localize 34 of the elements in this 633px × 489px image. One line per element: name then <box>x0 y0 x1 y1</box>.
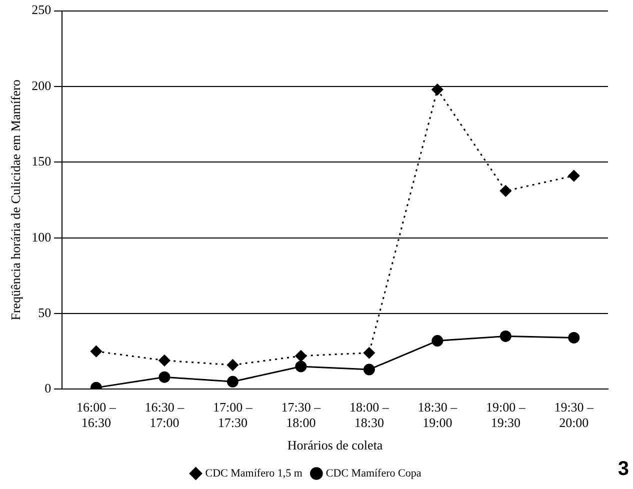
legend-label: CDC Mamífero Copa <box>326 467 422 480</box>
point <box>432 84 444 96</box>
point <box>226 359 238 371</box>
point <box>158 354 170 366</box>
y-tick-label: 150 <box>32 154 52 169</box>
y-tick-label: 250 <box>32 2 52 18</box>
x-axis-title: Horários de coleta <box>287 438 383 453</box>
x-tick-label: 19:00 – 19:30 <box>486 399 526 430</box>
x-tick-label: 17:00 – 17:30 <box>213 399 253 430</box>
point <box>500 330 512 342</box>
point <box>432 335 444 347</box>
legend-label: CDC Mamífero 1,5 m <box>205 467 303 480</box>
y-tick-label: 0 <box>44 380 52 396</box>
point <box>158 371 170 383</box>
x-tick-label: 16:30 – 17:00 <box>144 399 185 430</box>
point <box>226 376 238 388</box>
y-tick-label: 200 <box>32 78 52 93</box>
text: 3 <box>618 458 629 481</box>
point <box>568 332 580 344</box>
point <box>363 347 375 359</box>
x-tick-label: 16:00 – 16:30 <box>76 399 116 430</box>
point <box>568 170 580 182</box>
x-tick-label: 18:30 – 19:00 <box>418 399 458 430</box>
x-tick-label: 18:00 – 18:30 <box>349 399 390 430</box>
y-tick-label: 100 <box>32 229 52 244</box>
x-tick-label: 19:30 – 20:00 <box>554 399 594 430</box>
y-axis-title: Freqüência horária de Culicidae em Mamífero <box>8 80 24 320</box>
point <box>295 360 307 372</box>
point <box>500 185 512 197</box>
point <box>363 364 375 376</box>
point <box>295 350 307 362</box>
point <box>90 346 102 358</box>
x-tick-label: 17:30 – 18:00 <box>281 399 322 430</box>
y-tick-label: 50 <box>38 304 52 320</box>
